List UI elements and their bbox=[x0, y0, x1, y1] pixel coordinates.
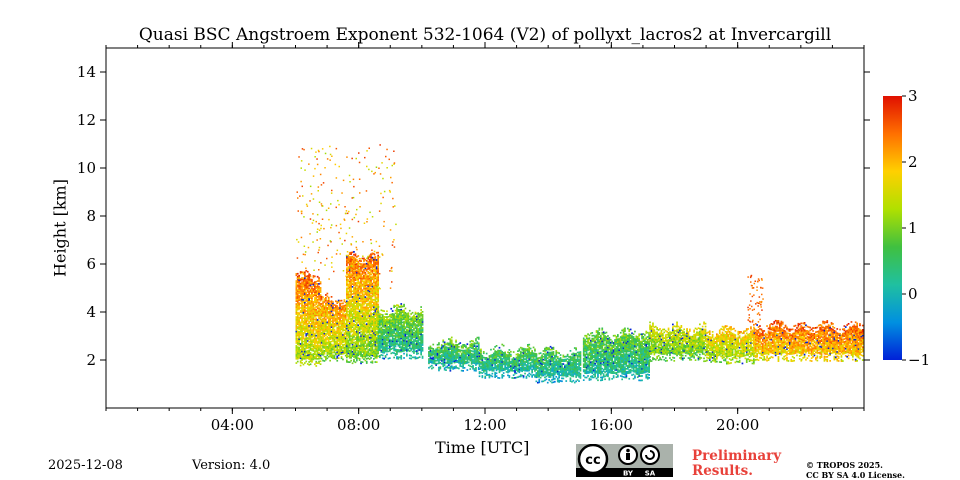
preliminary-results-label: Preliminary Results. bbox=[692, 449, 781, 479]
axes-layer: 04:00 08:00 12:00 16:00 20:00 2 4 6 8 10 12 14 bbox=[77, 42, 870, 434]
x-tick-label: 16:00 bbox=[590, 416, 633, 434]
colorbar bbox=[883, 96, 902, 360]
x-tick-label: 12:00 bbox=[463, 416, 506, 434]
version-label: Version: 4.0 bbox=[192, 458, 271, 473]
x-tick-label: 20:00 bbox=[716, 416, 759, 434]
creative-commons-icon bbox=[577, 444, 609, 475]
cc-by-sa-license-badge: cc BY SA bbox=[576, 444, 673, 477]
date-label: 2025-12-08 bbox=[48, 458, 123, 473]
y-tick-label: 6 bbox=[86, 255, 96, 273]
heatmap-region bbox=[582, 327, 650, 382]
colorbar-ticks: 3 2 1 0 −1 bbox=[902, 87, 930, 369]
colorbar-tick-label: −1 bbox=[908, 351, 930, 369]
heatmap-region bbox=[295, 269, 322, 367]
heatmap-region bbox=[478, 343, 538, 379]
y-tick-label: 12 bbox=[77, 111, 96, 129]
heatmap-region bbox=[320, 292, 347, 362]
heatmap-region bbox=[706, 323, 755, 365]
heatmap-region bbox=[800, 320, 864, 363]
preliminary-line-1: Preliminary bbox=[692, 448, 782, 464]
share-alike-icon bbox=[640, 445, 660, 465]
y-tick-label: 10 bbox=[77, 159, 96, 177]
y-tick-label: 8 bbox=[86, 207, 96, 225]
heatmap-region bbox=[649, 321, 707, 363]
heatmap-sparse-points bbox=[296, 144, 764, 323]
heatmap-region bbox=[346, 251, 379, 365]
x-tick-label: 04:00 bbox=[211, 416, 254, 434]
heatmap-region bbox=[535, 345, 582, 384]
colorbar-tick-label: 1 bbox=[908, 219, 918, 237]
y-tick-label: 14 bbox=[77, 63, 96, 81]
colorbar-tick-label: 2 bbox=[908, 153, 918, 171]
x-axis-label: Time [UTC] bbox=[435, 438, 530, 457]
colorbar-tick-label: 3 bbox=[908, 87, 918, 105]
y-axis-label: Height [km] bbox=[50, 179, 70, 277]
copyright-notice: © TROPOS 2025. CC BY SA 4.0 License. bbox=[806, 460, 905, 480]
preliminary-line-2: Results. bbox=[692, 463, 753, 479]
heatmap-data-layer bbox=[295, 144, 864, 384]
colorbar-tick-label: 0 bbox=[908, 285, 918, 303]
x-tick-label: 08:00 bbox=[337, 416, 380, 434]
heatmap-region bbox=[377, 303, 424, 360]
copyright-line-2: CC BY SA 4.0 License. bbox=[806, 470, 905, 480]
y-tick-label: 4 bbox=[86, 303, 96, 321]
heatmap-region bbox=[753, 319, 803, 362]
copyright-line-1: © TROPOS 2025. bbox=[806, 460, 883, 470]
y-tick-label: 2 bbox=[86, 351, 96, 369]
heatmap-region bbox=[428, 336, 480, 372]
chart-title: Quasi BSC Angstroem Exponent 532-1064 (V… bbox=[138, 25, 832, 45]
